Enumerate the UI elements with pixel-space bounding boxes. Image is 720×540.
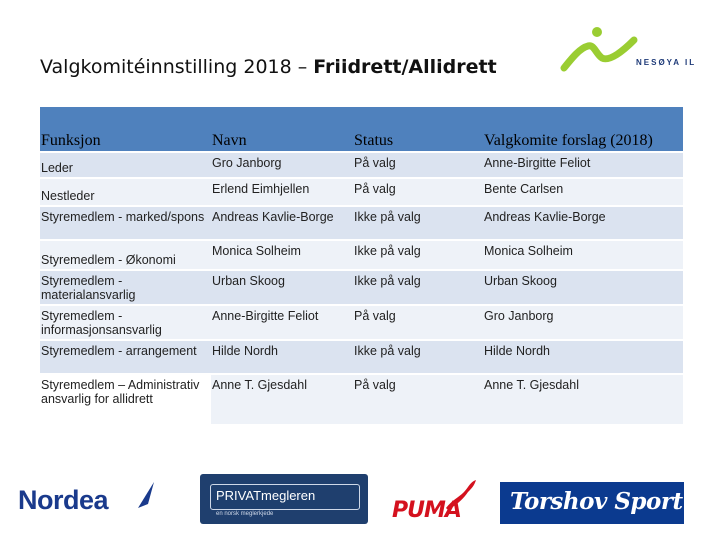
cell-navn: Urban Skoog [211, 269, 353, 305]
cell-funksjon: Styremedlem - materialansvarlig [40, 269, 211, 305]
header-status: Status [353, 107, 483, 152]
cell-forslag: Gro Janborg [483, 304, 683, 340]
cell-navn: Monica Solheim [211, 239, 353, 270]
cell-forslag: Monica Solheim [483, 239, 683, 270]
puma-logo: PUMA [390, 476, 480, 526]
cell-status: Ikke på valg [353, 269, 483, 305]
table-row: Nestleder Erlend Eimhjellen På valg Bent… [40, 177, 683, 206]
header-funksjon: Funksjon [40, 107, 211, 152]
nordea-text: Nordea [18, 485, 109, 515]
slide-title: Valgkomitéinnstilling 2018 – Friidrett/A… [40, 56, 497, 78]
table-row: Styremedlem – Administrativ ansvarlig fo… [40, 373, 683, 424]
cell-navn: Erlend Eimhjellen [211, 177, 353, 206]
nordea-sail-icon [138, 482, 154, 508]
table-row: Styremedlem - materialansvarlig Urban Sk… [40, 269, 683, 305]
table-header-row: Funksjon Navn Status Valgkomite forslag … [40, 107, 683, 152]
title-bold: Friidrett/Allidrett [313, 56, 497, 78]
cell-forslag: Andreas Kavlie-Borge [483, 205, 683, 240]
table-row: Styremedlem - marked/spons Andreas Kavli… [40, 205, 683, 240]
header-forslag: Valgkomite forslag (2018) [483, 107, 683, 152]
cell-forslag: Bente Carlsen [483, 177, 683, 206]
cell-status: På valg [353, 177, 483, 206]
cell-navn: Anne-Birgitte Feliot [211, 304, 353, 340]
privatmegleren-text: PRIVATmegleren [216, 488, 316, 503]
cell-funksjon: Styremedlem - Økonomi [40, 239, 211, 270]
cell-status: På valg [353, 151, 483, 178]
puma-text: PUMA [392, 498, 462, 523]
torshov-sport-logo: Torshov Sport [500, 482, 684, 524]
cell-forslag: Anne T. Gjesdahl [483, 373, 683, 424]
puma-cat-icon [446, 480, 476, 510]
cell-funksjon: Nestleder [40, 177, 211, 206]
cell-funksjon: Styremedlem - arrangement [40, 339, 211, 374]
cell-status: Ikke på valg [353, 205, 483, 240]
nordea-logo: Nordea [18, 480, 160, 526]
cell-status: På valg [353, 304, 483, 340]
cell-funksjon: Leder [40, 151, 211, 178]
cell-funksjon: Styremedlem - informasjonsansvarlig [40, 304, 211, 340]
cell-status: Ikke på valg [353, 239, 483, 270]
table-row: Styremedlem - arrangement Hilde Nordh Ik… [40, 339, 683, 374]
cell-navn: Gro Janborg [211, 151, 353, 178]
table-row: Leder Gro Janborg På valg Anne-Birgitte … [40, 151, 683, 178]
cell-status: På valg [353, 373, 483, 424]
table-row: Styremedlem - Økonomi Monica Solheim Ikk… [40, 239, 683, 270]
header-navn: Navn [211, 107, 353, 152]
privatmegleren-logo: PRIVATmegleren en norsk meglerkjede [200, 474, 368, 524]
table-row: Styremedlem - informasjonsansvarlig Anne… [40, 304, 683, 340]
title-regular: Valgkomitéinnstilling 2018 – [40, 56, 314, 78]
cell-forslag: Urban Skoog [483, 269, 683, 305]
cell-navn: Hilde Nordh [211, 339, 353, 374]
election-table: Funksjon Navn Status Valgkomite forslag … [40, 107, 683, 424]
cell-navn: Anne T. Gjesdahl [211, 373, 353, 424]
privatmegleren-subtext: en norsk meglerkjede [216, 511, 274, 517]
cell-forslag: Hilde Nordh [483, 339, 683, 374]
cell-forslag: Anne-Birgitte Feliot [483, 151, 683, 178]
cell-funksjon: Styremedlem - marked/spons [40, 205, 211, 240]
logo-text: NESØYA IL [636, 58, 697, 67]
cell-status: Ikke på valg [353, 339, 483, 374]
sponsor-bar: Nordea PRIVATmegleren en norsk meglerkje… [0, 470, 720, 535]
privatmegleren-box [210, 484, 360, 510]
cell-navn: Andreas Kavlie-Borge [211, 205, 353, 240]
torshov-sport-text: Torshov Sport [510, 488, 683, 515]
nesoya-logo [560, 27, 638, 72]
cell-funksjon: Styremedlem – Administrativ ansvarlig fo… [40, 373, 211, 424]
